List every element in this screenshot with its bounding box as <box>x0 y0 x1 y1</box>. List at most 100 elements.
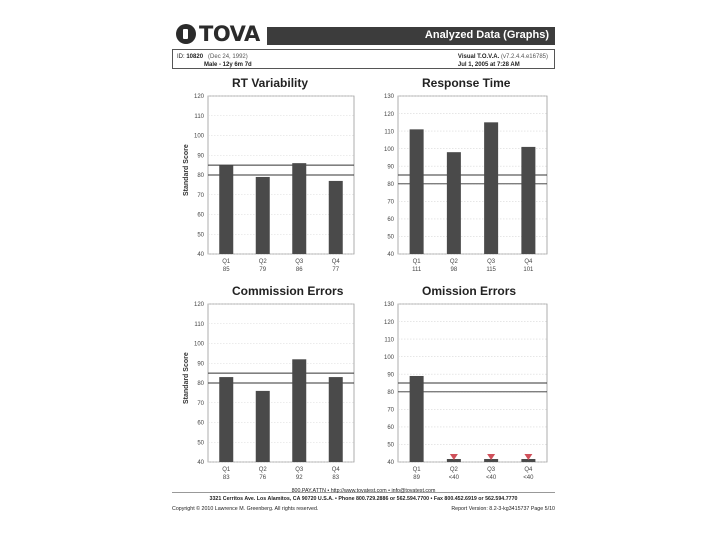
chart-title: Response Time <box>422 76 511 90</box>
y-tick-label: 110 <box>194 322 204 328</box>
y-tick-label: 120 <box>194 94 205 100</box>
logo-mark-icon <box>176 24 196 44</box>
below-floor-marker-icon <box>524 454 533 460</box>
chart-title: Commission Errors <box>232 284 344 298</box>
y-tick-label: 90 <box>387 372 394 378</box>
response-time-chart: Response Time 40 50 60 70 80 90 100 110 120 130 Q1 1… <box>362 74 555 279</box>
x-tick-label: Q2 <box>450 467 459 473</box>
bar <box>255 176 270 254</box>
commission-errors-chart: Commission Errors Standard Score 40 50 60 70 8… <box>172 282 362 487</box>
bar-value-label: 83 <box>332 475 339 481</box>
bar-value-label: <40 <box>523 475 534 481</box>
chart-title: Omission Errors <box>422 284 517 298</box>
chart-svg: 40 50 60 70 80 90 100 110 120 Q1 83 Q2 76 Q3 92 Q4 83 <box>194 302 355 481</box>
footer-report-version: Report Version: 8.2-3-kg3415737 Page 5/1… <box>451 506 555 512</box>
footer-address: 3321 Cerritos Ave. Los Alamitos, CA 9072… <box>209 496 518 502</box>
x-tick-label: Q4 <box>524 467 533 473</box>
bar <box>484 122 499 254</box>
test-version: (v7.2.4.4.e16785) <box>500 54 548 60</box>
patient-info-box: ID: 10820 (Dec 24, 1992) Male - 12y 6m 7… <box>172 49 555 69</box>
bar-value-label: 86 <box>296 267 303 273</box>
y-tick-label: 120 <box>384 320 395 326</box>
bar-value-label: 85 <box>223 267 230 273</box>
chart-svg: 40 50 60 70 80 90 100 110 120 130 Q1 111 Q2 98 Q3 115 Q4… <box>384 94 548 273</box>
tova-logo: TOVA <box>176 22 260 46</box>
header-bar: Analyzed Data (Graphs) <box>267 27 555 45</box>
bar-below-floor <box>521 459 536 462</box>
y-tick-label: 50 <box>387 235 394 241</box>
bar-below-floor <box>484 459 499 462</box>
y-tick-label: 80 <box>197 381 204 387</box>
bar-value-label: 77 <box>332 267 339 273</box>
y-tick-label: 40 <box>387 460 394 466</box>
y-tick-label: 120 <box>194 302 205 308</box>
x-tick-label: Q1 <box>222 259 231 265</box>
bar <box>219 165 234 254</box>
x-tick-label: Q1 <box>413 259 422 265</box>
x-tick-label: Q3 <box>295 467 304 473</box>
bar-value-label: 79 <box>259 267 266 273</box>
x-tick-label: Q2 <box>259 467 268 473</box>
y-tick-label: 90 <box>387 164 394 170</box>
y-tick-label: 60 <box>387 425 394 431</box>
bar <box>328 180 343 254</box>
patient-info-right: Visual T.O.V.A. (v7.2.4.4.e16785) Jul 1,… <box>458 53 548 69</box>
x-tick-label: Q3 <box>487 259 496 265</box>
x-tick-label: Q3 <box>295 259 304 265</box>
y-tick-label: 50 <box>197 232 204 238</box>
y-tick-label: 80 <box>197 173 204 179</box>
id-label: ID: <box>177 54 185 60</box>
bar <box>328 377 343 462</box>
x-tick-label: Q4 <box>524 259 533 265</box>
y-tick-label: 100 <box>384 355 395 361</box>
y-tick-label: 90 <box>197 153 204 159</box>
y-tick-label: 110 <box>384 129 394 135</box>
y-tick-label: 80 <box>387 390 394 396</box>
report-page: TOVA Analyzed Data (Graphs) ID: 10820 (D… <box>172 18 555 525</box>
chart-svg: 40 50 60 70 80 90 100 110 120 130 Q1 89 Q2 <40 Q3 <40 Q4… <box>384 302 548 481</box>
y-tick-label: 130 <box>384 94 395 100</box>
y-tick-label: 120 <box>384 112 395 118</box>
x-tick-label: Q2 <box>450 259 459 265</box>
chart-svg: 40 50 60 70 80 90 100 110 120 Q1 85 Q2 79 Q3 86 Q4 77 <box>194 94 355 273</box>
bar-value-label: <40 <box>449 475 460 481</box>
x-tick-label: Q4 <box>332 259 341 265</box>
y-tick-label: 60 <box>197 213 204 219</box>
x-tick-label: Q1 <box>222 467 231 473</box>
bar <box>446 152 461 254</box>
y-tick-label: 70 <box>197 193 204 199</box>
bar-value-label: 101 <box>523 267 534 273</box>
y-tick-label: 100 <box>194 134 205 140</box>
test-date: Jul 1, 2005 at 7:28 AM <box>457 62 520 68</box>
bar <box>255 390 270 462</box>
y-tick-label: 60 <box>197 421 204 427</box>
y-tick-label: 100 <box>384 147 395 153</box>
y-tick-label: 40 <box>387 252 394 258</box>
below-floor-marker-icon <box>487 454 496 460</box>
y-tick-label: 60 <box>387 217 394 223</box>
y-tick-label: 110 <box>194 114 204 120</box>
bar <box>292 163 307 254</box>
bar <box>219 377 234 462</box>
y-tick-label: 40 <box>197 252 204 258</box>
y-tick-label: 100 <box>194 342 205 348</box>
x-tick-label: Q2 <box>259 259 268 265</box>
bar <box>409 375 424 462</box>
omission-errors-chart: Omission Errors 40 50 60 70 80 90 100 110 120 130 Q… <box>362 282 555 487</box>
x-tick-label: Q1 <box>413 467 422 473</box>
demographics: Male - 12y 6m 7d <box>204 62 252 68</box>
bar-value-label: <40 <box>486 475 497 481</box>
below-floor-marker-icon <box>449 454 458 460</box>
y-tick-label: 90 <box>197 361 204 367</box>
bar-value-label: 115 <box>486 267 496 273</box>
y-tick-label: 110 <box>384 337 394 343</box>
y-tick-label: 130 <box>384 302 395 308</box>
page-title: Analyzed Data (Graphs) <box>424 29 549 41</box>
y-tick-label: 70 <box>387 200 394 206</box>
footer-contact: 800.PAY.ATTN • http://www.tovatest.com •… <box>291 488 436 494</box>
test-name: Visual T.O.V.A. <box>457 54 500 60</box>
id-value: 10820 <box>186 54 204 60</box>
y-tick-label: 70 <box>387 408 394 414</box>
bar-value-label: 76 <box>259 475 266 481</box>
y-tick-label: 70 <box>197 401 204 407</box>
